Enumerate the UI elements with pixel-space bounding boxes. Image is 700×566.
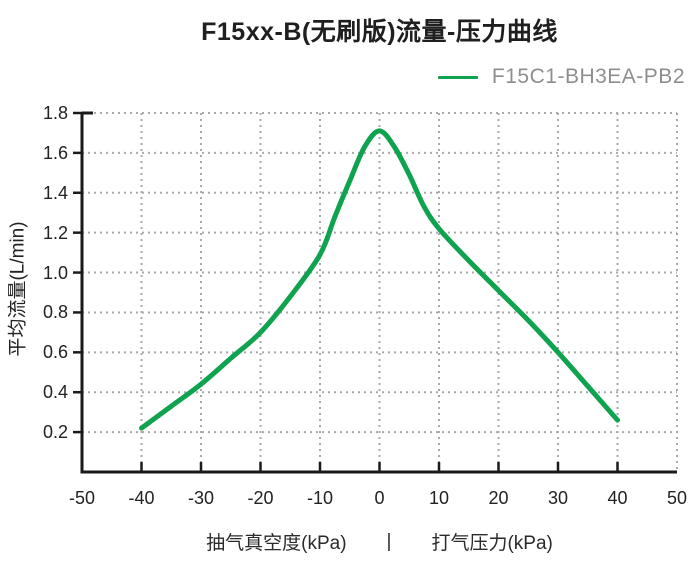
x-tick-label: 0	[374, 488, 385, 508]
chart-title: F15xx-B(无刷版)流量-压力曲线	[201, 18, 558, 46]
x-tick-label: 40	[607, 488, 628, 508]
legend-series-label: F15C1-BH3EA-PB2	[491, 65, 685, 88]
x-tick-label: 50	[666, 488, 688, 508]
y-tick-label: 0.6	[42, 342, 68, 363]
x-tick-label: -40	[128, 488, 155, 508]
x-axis-title: 抽气真空度(kPa) | 打气压力(kPa)	[82, 528, 677, 555]
x-tick-label: -20	[247, 488, 274, 508]
x-tick-label: -50	[68, 488, 95, 508]
x-tick-label: 10	[428, 488, 450, 508]
x-axis-title-vacuum: 抽气真空度(kPa)	[206, 533, 347, 554]
y-tick-label: 0.8	[42, 302, 68, 323]
y-tick-label: 1.4	[42, 182, 68, 203]
x-tick-label: 30	[547, 488, 569, 508]
legend-line-swatch	[437, 75, 478, 79]
legend: F15C1-BH3EA-PB2	[437, 65, 685, 88]
y-tick-label: 1.2	[42, 222, 68, 243]
x-tick-label: -10	[306, 488, 333, 508]
y-tick-label: 1.8	[42, 103, 68, 123]
flow-pressure-curve	[139, 128, 620, 431]
y-tick-label: 0.2	[42, 422, 68, 443]
y-tick-label: 0.4	[42, 382, 68, 403]
x-axis-title-separator: |	[386, 530, 392, 552]
x-tick-label: 20	[488, 488, 509, 508]
y-tick-label: 1.0	[42, 262, 68, 283]
x-axis-title-pressure: 打气压力(kPa)	[431, 533, 553, 554]
y-tick-label: 1.6	[42, 142, 68, 163]
x-tick-label: -30	[187, 488, 214, 508]
